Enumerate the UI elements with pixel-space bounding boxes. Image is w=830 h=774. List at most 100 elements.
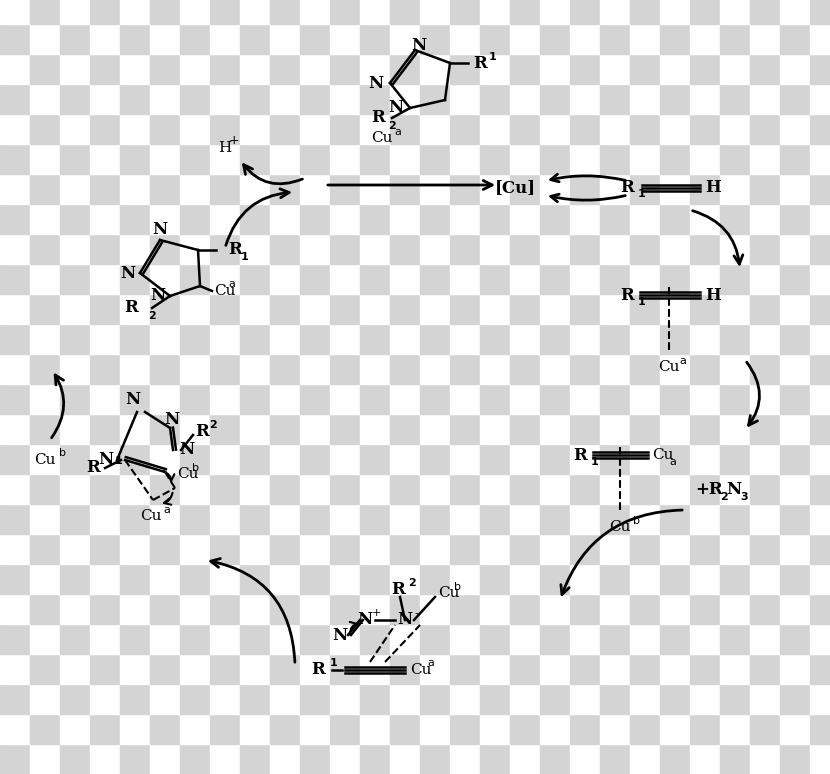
Bar <box>270 534 300 564</box>
Bar <box>600 324 630 354</box>
Bar <box>240 474 270 504</box>
Bar <box>750 204 780 234</box>
Bar <box>660 324 690 354</box>
Bar <box>30 324 60 354</box>
Bar <box>690 624 720 654</box>
Bar <box>420 564 450 594</box>
Bar <box>150 264 180 294</box>
Bar <box>510 54 540 84</box>
Text: R: R <box>86 460 100 477</box>
Bar <box>420 384 450 414</box>
Bar <box>630 84 660 114</box>
Bar <box>540 84 570 114</box>
Bar <box>600 0 630 24</box>
Bar <box>600 744 630 774</box>
Bar <box>480 714 510 744</box>
Bar <box>150 144 180 174</box>
Bar <box>300 294 330 324</box>
Bar <box>60 0 90 24</box>
Bar <box>120 444 150 474</box>
Text: N: N <box>398 611 413 628</box>
Bar <box>810 714 830 744</box>
Bar <box>390 24 420 54</box>
Bar <box>90 654 120 684</box>
Bar <box>780 564 810 594</box>
Bar <box>420 144 450 174</box>
Text: R: R <box>473 54 487 71</box>
Bar <box>480 654 510 684</box>
Bar <box>570 294 600 324</box>
Bar <box>90 534 120 564</box>
Bar <box>360 444 390 474</box>
Bar <box>60 114 90 144</box>
Bar <box>690 24 720 54</box>
Bar <box>390 324 420 354</box>
Bar <box>30 444 60 474</box>
Bar <box>750 114 780 144</box>
Bar <box>540 354 570 384</box>
Bar <box>690 564 720 594</box>
Bar <box>150 114 180 144</box>
Bar <box>300 324 330 354</box>
Bar <box>570 144 600 174</box>
Bar <box>240 54 270 84</box>
Bar <box>570 84 600 114</box>
Bar <box>360 684 390 714</box>
Bar <box>90 174 120 204</box>
Bar <box>0 504 30 534</box>
Bar <box>690 0 720 24</box>
Bar <box>510 594 540 624</box>
Bar <box>150 414 180 444</box>
Bar <box>660 654 690 684</box>
Bar <box>810 744 830 774</box>
Bar <box>780 744 810 774</box>
Bar <box>390 84 420 114</box>
Bar <box>570 54 600 84</box>
Bar <box>540 744 570 774</box>
Bar <box>390 624 420 654</box>
Bar <box>90 354 120 384</box>
Bar <box>810 84 830 114</box>
Bar <box>480 294 510 324</box>
Bar <box>720 114 750 144</box>
Bar <box>750 24 780 54</box>
Bar <box>510 534 540 564</box>
Bar <box>390 384 420 414</box>
Bar <box>630 654 660 684</box>
Bar <box>750 0 780 24</box>
Bar <box>30 384 60 414</box>
Bar <box>780 264 810 294</box>
Bar <box>720 654 750 684</box>
Bar <box>330 444 360 474</box>
Bar <box>810 564 830 594</box>
Bar <box>60 294 90 324</box>
Bar <box>60 264 90 294</box>
Bar <box>360 204 390 234</box>
Bar <box>600 204 630 234</box>
Bar <box>360 234 390 264</box>
Bar <box>180 414 210 444</box>
Bar <box>780 384 810 414</box>
Bar <box>120 0 150 24</box>
Bar <box>780 534 810 564</box>
Bar <box>450 354 480 384</box>
Bar <box>150 54 180 84</box>
Text: Cu: Cu <box>438 586 460 600</box>
Bar <box>300 744 330 774</box>
Bar <box>150 744 180 774</box>
Bar <box>390 294 420 324</box>
Bar <box>810 204 830 234</box>
Bar <box>240 384 270 414</box>
Bar <box>270 654 300 684</box>
Bar <box>660 684 690 714</box>
Bar <box>720 204 750 234</box>
Bar <box>30 684 60 714</box>
Bar <box>630 444 660 474</box>
Bar <box>180 174 210 204</box>
Text: Cu: Cu <box>652 448 673 462</box>
Bar <box>420 354 450 384</box>
Bar <box>300 594 330 624</box>
Text: a: a <box>394 127 402 137</box>
Bar <box>480 354 510 384</box>
Bar <box>90 234 120 264</box>
